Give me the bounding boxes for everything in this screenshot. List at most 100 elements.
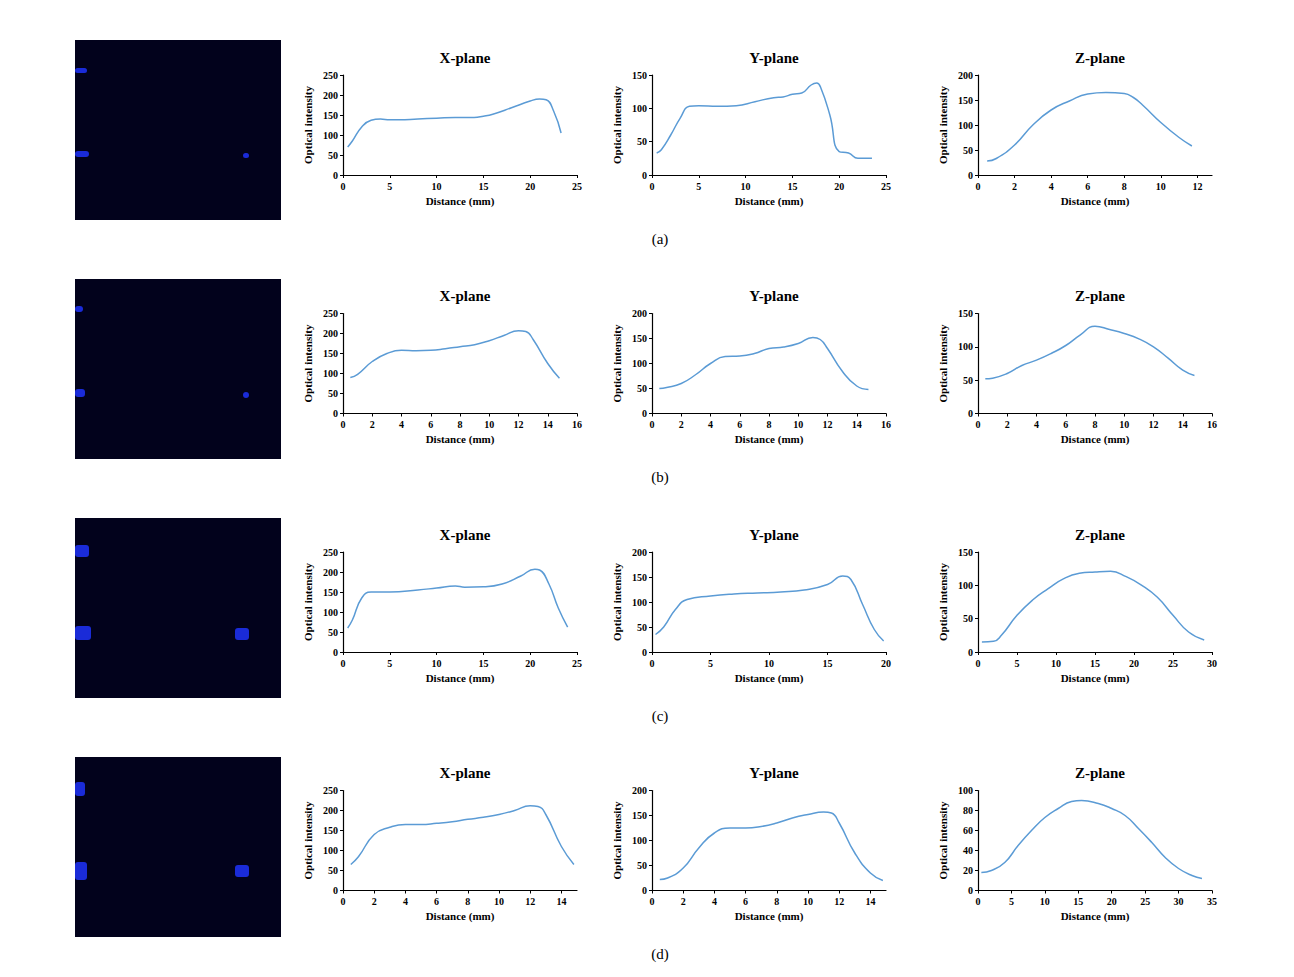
svg-text:6: 6 xyxy=(1063,419,1068,430)
svg-text:0: 0 xyxy=(642,647,647,658)
svg-text:200: 200 xyxy=(632,308,647,319)
svg-text:Y-plane: Y-plane xyxy=(749,288,799,304)
svg-text:10: 10 xyxy=(484,419,494,430)
svg-text:Y-plane: Y-plane xyxy=(749,527,799,543)
svg-text:150: 150 xyxy=(632,572,647,583)
svg-text:25: 25 xyxy=(1168,658,1178,669)
svg-text:Optical intensity: Optical intensity xyxy=(937,86,949,164)
svg-text:4: 4 xyxy=(1049,181,1054,192)
svg-text:0: 0 xyxy=(333,170,338,181)
svg-text:(b): (b) xyxy=(651,469,669,486)
svg-text:8: 8 xyxy=(774,896,779,907)
svg-text:0: 0 xyxy=(333,408,338,419)
svg-text:Z-plane: Z-plane xyxy=(1075,50,1125,66)
svg-text:50: 50 xyxy=(637,136,647,147)
svg-text:2: 2 xyxy=(681,896,686,907)
svg-text:14: 14 xyxy=(1178,419,1188,430)
svg-text:100: 100 xyxy=(958,580,973,591)
svg-text:Distance (mm): Distance (mm) xyxy=(1061,195,1130,208)
svg-text:Optical intensity: Optical intensity xyxy=(611,801,623,879)
svg-text:150: 150 xyxy=(958,547,973,558)
svg-text:50: 50 xyxy=(963,375,973,386)
svg-text:0: 0 xyxy=(650,419,655,430)
svg-text:200: 200 xyxy=(632,547,647,558)
svg-text:2: 2 xyxy=(1012,181,1017,192)
svg-text:5: 5 xyxy=(1009,896,1014,907)
svg-text:60: 60 xyxy=(963,825,973,836)
svg-text:10: 10 xyxy=(494,896,504,907)
svg-text:100: 100 xyxy=(958,785,973,796)
svg-text:Y-plane: Y-plane xyxy=(749,50,799,66)
svg-text:100: 100 xyxy=(323,130,338,141)
svg-text:250: 250 xyxy=(323,785,338,796)
svg-text:150: 150 xyxy=(958,95,973,106)
svg-text:5: 5 xyxy=(708,658,713,669)
svg-text:15: 15 xyxy=(823,658,833,669)
svg-text:150: 150 xyxy=(958,308,973,319)
svg-text:0: 0 xyxy=(341,181,346,192)
svg-text:12: 12 xyxy=(514,419,524,430)
svg-text:0: 0 xyxy=(968,408,973,419)
svg-text:Distance (mm): Distance (mm) xyxy=(426,672,495,685)
svg-text:50: 50 xyxy=(328,150,338,161)
svg-text:20: 20 xyxy=(525,658,535,669)
svg-text:0: 0 xyxy=(968,647,973,658)
svg-text:250: 250 xyxy=(323,547,338,558)
svg-text:50: 50 xyxy=(637,383,647,394)
svg-text:5: 5 xyxy=(387,658,392,669)
svg-text:0: 0 xyxy=(642,170,647,181)
svg-text:10: 10 xyxy=(432,658,442,669)
svg-text:14: 14 xyxy=(852,419,862,430)
svg-text:0: 0 xyxy=(650,181,655,192)
svg-text:35: 35 xyxy=(1207,896,1217,907)
svg-text:4: 4 xyxy=(712,896,717,907)
svg-text:14: 14 xyxy=(543,419,553,430)
svg-text:15: 15 xyxy=(1090,658,1100,669)
svg-text:4: 4 xyxy=(399,419,404,430)
svg-text:100: 100 xyxy=(958,341,973,352)
svg-text:Z-plane: Z-plane xyxy=(1075,288,1125,304)
svg-text:10: 10 xyxy=(432,181,442,192)
svg-text:150: 150 xyxy=(323,110,338,121)
svg-text:0: 0 xyxy=(333,885,338,896)
svg-text:100: 100 xyxy=(632,835,647,846)
svg-text:Distance (mm): Distance (mm) xyxy=(1061,672,1130,685)
svg-text:16: 16 xyxy=(1207,419,1217,430)
svg-text:Distance (mm): Distance (mm) xyxy=(426,195,495,208)
svg-text:20: 20 xyxy=(834,181,844,192)
svg-text:Z-plane: Z-plane xyxy=(1075,527,1125,543)
svg-text:200: 200 xyxy=(323,90,338,101)
svg-text:0: 0 xyxy=(976,419,981,430)
svg-text:X-plane: X-plane xyxy=(440,765,491,781)
svg-text:10: 10 xyxy=(803,896,813,907)
svg-text:15: 15 xyxy=(1073,896,1083,907)
svg-text:100: 100 xyxy=(632,103,647,114)
svg-text:100: 100 xyxy=(632,358,647,369)
svg-text:200: 200 xyxy=(632,785,647,796)
svg-text:2: 2 xyxy=(372,896,377,907)
svg-text:250: 250 xyxy=(323,308,338,319)
svg-text:150: 150 xyxy=(323,348,338,359)
svg-text:150: 150 xyxy=(632,333,647,344)
svg-text:8: 8 xyxy=(1093,419,1098,430)
svg-text:25: 25 xyxy=(1140,896,1150,907)
svg-text:Optical intensity: Optical intensity xyxy=(302,324,314,402)
svg-text:4: 4 xyxy=(1034,419,1039,430)
svg-text:0: 0 xyxy=(976,658,981,669)
svg-text:Optical intensity: Optical intensity xyxy=(611,563,623,641)
svg-text:12: 12 xyxy=(1192,181,1202,192)
svg-text:5: 5 xyxy=(696,181,701,192)
svg-text:8: 8 xyxy=(767,419,772,430)
svg-text:30: 30 xyxy=(1207,658,1217,669)
svg-text:0: 0 xyxy=(333,647,338,658)
svg-text:16: 16 xyxy=(881,419,891,430)
svg-text:10: 10 xyxy=(1156,181,1166,192)
svg-text:Distance (mm): Distance (mm) xyxy=(426,910,495,923)
svg-text:Optical intensity: Optical intensity xyxy=(302,86,314,164)
svg-text:25: 25 xyxy=(572,658,582,669)
svg-text:Distance (mm): Distance (mm) xyxy=(735,433,804,446)
svg-text:0: 0 xyxy=(650,896,655,907)
svg-text:150: 150 xyxy=(632,70,647,81)
svg-text:20: 20 xyxy=(525,181,535,192)
svg-text:X-plane: X-plane xyxy=(440,527,491,543)
